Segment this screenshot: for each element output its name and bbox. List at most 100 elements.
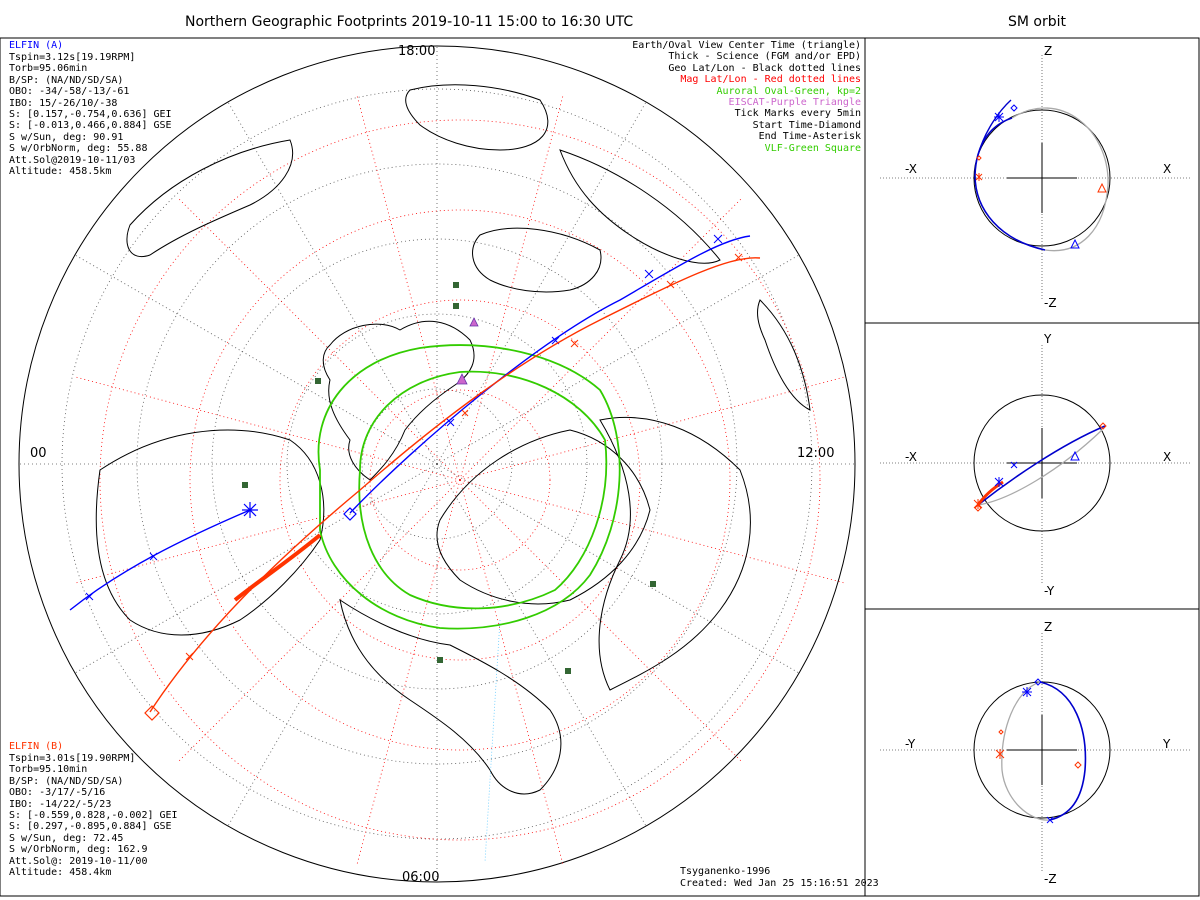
elfin-b-info-line: S w/Sun, deg: 72.45: [9, 832, 124, 844]
coastlines: [95, 84, 811, 795]
elfin-a-track: [349, 235, 751, 514]
elfin-a-info-line: S: [0.157,-0.754,0.636] GEI: [9, 109, 172, 120]
auroral-oval-inner: [358, 370, 608, 610]
elfin-a-info-line: OBO: -34/-58/-13/-61: [9, 86, 130, 98]
mag-latitude-circle: [279, 299, 641, 661]
mag-latitude-circle: [99, 119, 821, 841]
mag-latitude-circle: [189, 209, 731, 751]
legend-entry: End Time-Asterisk: [758, 131, 861, 143]
mag-meridian: [459, 376, 847, 481]
mag-meridian: [356, 93, 461, 481]
elfin-a-info-line: S w/Sun, deg: 90.91: [9, 131, 124, 143]
mag-meridian: [459, 93, 564, 481]
legend-entry: Geo Lat/Lon - Black dotted lines: [668, 62, 861, 74]
vlf-square: [565, 668, 571, 674]
elfin-a-name: ELFIN (A): [9, 40, 64, 51]
vlf-square: [453, 303, 459, 309]
orbit-panel-3-left: -Y: [905, 737, 916, 751]
orbit-panel-1-right: X: [1163, 162, 1172, 176]
geo-meridian: [436, 463, 647, 827]
legend-entry: Mag Lat/Lon - Red dotted lines: [680, 74, 861, 86]
elfin-a-info-line: Tspin=3.12s[19.19RPM]: [9, 52, 136, 63]
tick-label-bottom: 06:00: [402, 870, 440, 885]
geo-meridian: [436, 101, 647, 465]
eiscat-triangle: [469, 317, 479, 327]
legend-entry: Tick Marks every 5min: [734, 108, 861, 120]
elfin-b-ticks: [185, 253, 743, 661]
orbit-panel-3-bottom: -Z: [1044, 872, 1057, 886]
vlf-stations: [242, 282, 656, 674]
geo-latitude-circle: [361, 388, 513, 540]
elfin-b-name: ELFIN (B): [9, 741, 64, 752]
geo-meridian: [436, 254, 800, 465]
orbit-panels: [880, 55, 1190, 873]
geo-latitude-circle: [286, 313, 588, 615]
geo-meridian: [436, 463, 800, 674]
elfin-b-info-line: OBO: -3/17/-5/16: [9, 787, 106, 799]
orbit-panel-2-bottom: -Y: [1044, 584, 1055, 598]
elfin-b-info-line: S w/OrbNorm, deg: 162.9: [9, 844, 148, 856]
orbit-panel-1-top: Z: [1044, 44, 1053, 58]
mag-meridian: [459, 479, 847, 584]
main-title: Northern Geographic Footprints 2019-10-1…: [185, 14, 634, 30]
vlf-square: [453, 282, 459, 288]
elfin-b-start-diamond: [144, 705, 160, 721]
geo-meridian: [227, 101, 438, 465]
mag-meridian: [176, 479, 461, 764]
orbit-panel-1-bottom: -Z: [1044, 296, 1057, 310]
orbit-panel-2-left: -X: [905, 450, 917, 464]
elfin-a-info-line: IBO: 15/-26/10/-38: [9, 97, 118, 109]
vlf-square: [650, 581, 656, 587]
geo-meridian: [74, 254, 438, 465]
elfin-b-science: [233, 533, 322, 602]
map-horizon: [18, 45, 856, 883]
vlf-square: [242, 482, 248, 488]
elfin-b-info-line: S: [0.297,-0.895,0.884] GSE: [9, 821, 172, 833]
legend-entry: Thick - Science (FGM and/or EPD): [668, 51, 861, 63]
mag-meridian: [356, 479, 461, 867]
tick-label-top: 18:00: [398, 44, 436, 59]
elfin-a-info-line: B/SP: (NA/ND/SD/SA): [9, 74, 124, 86]
orbit-panel-2-top: Y: [1044, 332, 1052, 346]
mag-meridian: [176, 196, 461, 481]
elfin-a-info-line: S: [-0.013,0.466,0.884] GSE: [9, 120, 172, 132]
elfin-b-info-line: Torb=95.10min: [9, 764, 88, 776]
elfin-a-ticks: [85, 234, 723, 601]
eiscat-markers: [456, 317, 479, 385]
legend-entry: EISCAT-Purple Triangle: [728, 97, 861, 109]
elfin-b-info-line: Att.Sol@: 2019-10-11/00: [9, 855, 148, 867]
tick-label-left: 00: [30, 446, 47, 461]
legend-entry: Earth/Oval View Center Time (triangle): [632, 40, 861, 51]
legend: Earth/Oval View Center Time (triangle) Th…: [632, 40, 861, 154]
elfin-b-info-line: Tspin=3.01s[19.90RPM]: [9, 753, 136, 764]
geo-grid: [19, 46, 855, 882]
mag-meridian: [73, 376, 461, 481]
elfin-a-info-line: Att.Sol@2019-10-11/03: [9, 154, 136, 166]
eiscat-triangle: [456, 373, 468, 385]
orbit-frame: [864, 37, 1200, 897]
elfin-a-start-diamond: [343, 507, 357, 521]
orbit-panel-yz: [880, 633, 1190, 873]
orbit-panel-xy: [880, 345, 1190, 585]
orbit-panel-1-left: -X: [905, 162, 917, 176]
created-label: Created: Wed Jan 25 15:16:51 2023: [680, 878, 879, 889]
elfin-a-info-line: S w/OrbNorm, deg: 55.88: [9, 143, 148, 155]
elfin-a-info-line: Torb=95.06min: [9, 63, 88, 75]
mag-latitude-circle: [369, 389, 551, 571]
legend-entry: Start Time-Diamond: [752, 119, 861, 131]
elfin-b-info-line: Altitude: 458.4km: [9, 867, 112, 878]
mag-meridian: [459, 479, 744, 764]
orbit-panel-3-right: Y: [1163, 737, 1171, 751]
elfin-b-track: [149, 257, 761, 713]
map-frame: [0, 37, 866, 897]
mag-meridian: [459, 479, 564, 867]
auroral-oval-outer: [317, 344, 621, 630]
elfin-a-track-west: [69, 509, 251, 611]
noon-midnight-line: [484, 619, 501, 863]
orbit-panel-xz: [880, 55, 1190, 300]
tick-label-right: 12:00: [797, 446, 835, 461]
auroral-ovals: [317, 344, 621, 630]
vlf-square: [437, 657, 443, 663]
elfin-b-info-line: B/SP: (NA/ND/SD/SA): [9, 775, 124, 787]
